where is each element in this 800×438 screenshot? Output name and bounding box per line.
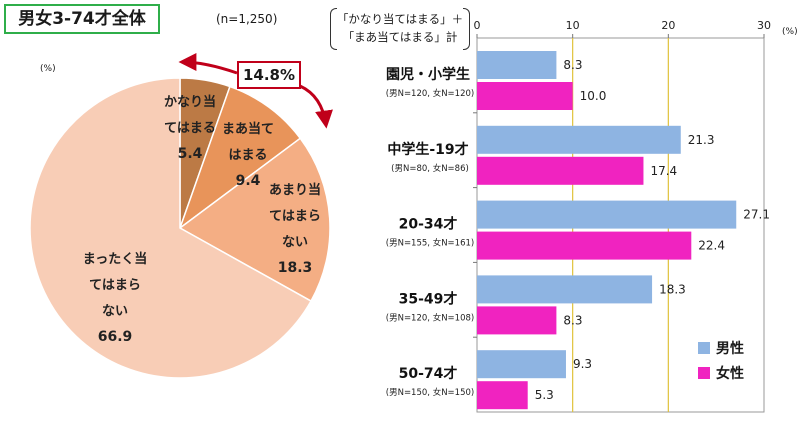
category-sample-1: (男N=120, 女N=120) bbox=[386, 88, 474, 99]
pie-label-2-line-2: はまる bbox=[228, 148, 267, 163]
callout-arrow-left bbox=[178, 53, 238, 75]
pie-label-4-line-3: ない bbox=[102, 304, 128, 319]
pie-label-4-line-2: てはまら bbox=[89, 278, 141, 293]
legend-female-label: 女性 bbox=[716, 366, 744, 382]
pie-value-3: 18.3 bbox=[278, 260, 313, 276]
left-bracket bbox=[330, 8, 337, 50]
bar-female-2 bbox=[477, 156, 644, 185]
pie-label-3-line-2: てはまら bbox=[269, 209, 321, 224]
top-two-box-callout: 14.8% bbox=[237, 61, 301, 89]
pie-slice-4 bbox=[29, 77, 313, 379]
category-label-1: 園児・小学生 bbox=[386, 66, 470, 83]
pie-label-1-line-2: てはまる bbox=[164, 121, 216, 136]
value-label-female-2: 17.4 bbox=[650, 164, 677, 178]
x-tick-label-0: 0 bbox=[474, 19, 481, 32]
x-tick-label-10: 10 bbox=[566, 19, 580, 32]
pie-label-3-line-1: あまり当 bbox=[269, 182, 321, 198]
category-label-4: 35-49才 bbox=[399, 290, 458, 307]
top-two-box-label: 「かなり当てはまる」＋ 「まあ当てはまる」計 bbox=[330, 8, 470, 52]
pie-label-4-line-1: まったく当 bbox=[83, 251, 147, 267]
bar-female-3 bbox=[477, 231, 692, 260]
chart-title: 男女3-74才全体 bbox=[4, 4, 160, 34]
value-label-male-4: 18.3 bbox=[659, 282, 686, 296]
category-sample-4: (男N=120, 女N=108) bbox=[386, 312, 474, 323]
x-tick-label-20: 20 bbox=[661, 19, 675, 32]
pie-label-3-line-3: ない bbox=[282, 235, 308, 250]
x-tick-label-30: 30 bbox=[757, 19, 771, 32]
value-label-male-3: 27.1 bbox=[743, 208, 770, 222]
bar-female-4 bbox=[477, 306, 557, 335]
pie-unit-label: (%) bbox=[40, 64, 56, 74]
pie-label-1-line-1: かなり当 bbox=[164, 94, 216, 110]
category-sample-3: (男N=155, 女N=161) bbox=[386, 238, 474, 249]
bar-male-2 bbox=[477, 125, 681, 154]
pie-slice-2 bbox=[178, 85, 302, 231]
legend-male: 男性 bbox=[698, 338, 744, 358]
bar-male-3 bbox=[477, 200, 737, 229]
value-label-male-1: 8.3 bbox=[563, 58, 582, 72]
value-label-female-3: 22.4 bbox=[698, 239, 725, 253]
bar-male-4 bbox=[477, 275, 653, 304]
callout-arrow-right bbox=[299, 84, 333, 129]
top-two-box-label-line-1: 「かなり当てはまる」＋ bbox=[336, 12, 464, 26]
value-label-male-5: 9.3 bbox=[573, 357, 592, 371]
legend-male-label: 男性 bbox=[716, 341, 744, 357]
category-label-3: 20-34才 bbox=[399, 216, 458, 233]
pie-value-4: 66.9 bbox=[98, 329, 133, 345]
category-label-5: 50-74才 bbox=[399, 365, 458, 382]
bar-male-5 bbox=[477, 350, 566, 379]
pie-value-1: 5.4 bbox=[178, 146, 203, 162]
bar-male-1 bbox=[477, 51, 557, 79]
top-two-box-label-line-2: 「まあ当てはまる」計 bbox=[342, 30, 458, 44]
value-label-male-2: 21.3 bbox=[688, 133, 715, 147]
legend-female-swatch bbox=[698, 367, 710, 379]
bar-unit-label: (%) bbox=[782, 27, 798, 37]
legend-male-swatch bbox=[698, 342, 710, 354]
category-sample-5: (男N=150, 女N=150) bbox=[386, 387, 474, 398]
pie-slice-3 bbox=[178, 137, 331, 303]
value-label-female-4: 8.3 bbox=[563, 313, 582, 327]
bar-female-5 bbox=[477, 381, 528, 410]
bar-female-1 bbox=[477, 82, 573, 110]
value-label-female-5: 5.3 bbox=[535, 388, 554, 402]
sample-size-label: (n=1,250) bbox=[216, 12, 278, 26]
value-label-female-1: 10.0 bbox=[580, 89, 607, 103]
category-label-2: 中学生-19才 bbox=[387, 141, 468, 158]
pie-value-2: 9.4 bbox=[236, 173, 261, 189]
legend-female: 女性 bbox=[698, 363, 744, 383]
pie-label-2-line-1: まあ当て bbox=[222, 121, 274, 137]
category-sample-2: (男N=80, 女N=86) bbox=[391, 163, 469, 174]
